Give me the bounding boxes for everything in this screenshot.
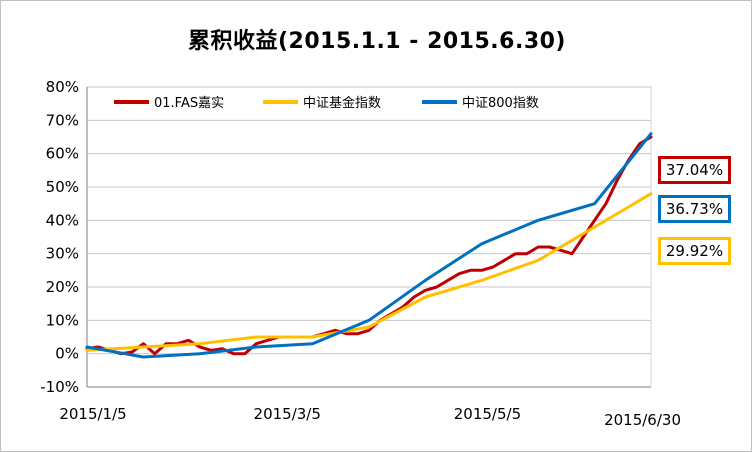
legend-label-0: 01.FAS嘉实: [154, 96, 224, 111]
end-value-label-fund-index: 29.92%: [658, 237, 731, 265]
series-line-1: [85, 192, 653, 352]
y-tick-label: 20%: [46, 278, 79, 296]
x-tick-label: 2015/5/5: [454, 405, 521, 423]
end-value-label-fas: 37.04%: [658, 156, 731, 184]
y-tick-label: 0%: [55, 345, 79, 363]
y-tick-label: 60%: [46, 145, 79, 163]
y-tick-label: 10%: [46, 311, 79, 329]
end-value-label-csi800: 36.73%: [658, 195, 731, 223]
x-tick-label: 2015/1/5: [59, 405, 126, 423]
plot-border: [86, 86, 652, 388]
x-tick-label: 2015/3/5: [254, 405, 321, 423]
y-tick-label: 40%: [46, 211, 79, 229]
x-tick-label: 2015/6/30: [604, 411, 681, 429]
y-tick-label: 80%: [46, 78, 79, 96]
chart-title: 累积收益(2015.1.1 - 2015.6.30): [188, 29, 566, 54]
legend-label-2: 中证800指数: [462, 96, 539, 111]
series-line-2: [85, 132, 653, 359]
y-tick-label: 50%: [46, 178, 79, 196]
legend-label-1: 中证基金指数: [303, 95, 381, 111]
y-tick-label: -10%: [40, 378, 79, 396]
y-tick-label: 70%: [46, 111, 79, 129]
y-tick-label: 30%: [46, 245, 79, 263]
